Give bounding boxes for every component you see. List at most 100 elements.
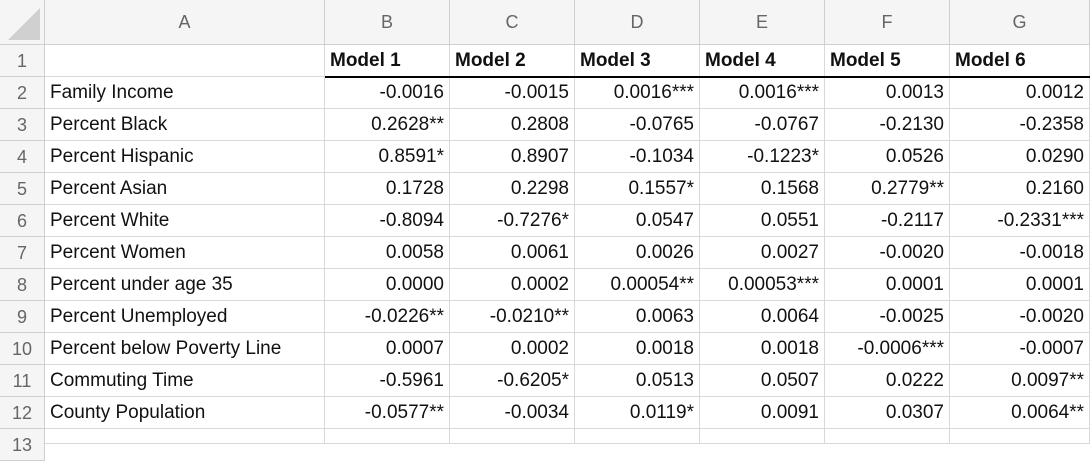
- value-cell[interactable]: 0.0091: [700, 397, 825, 429]
- row-label[interactable]: Percent Women: [45, 237, 325, 269]
- value-cell[interactable]: -0.2358: [950, 109, 1090, 141]
- row-label[interactable]: Percent under age 35: [45, 269, 325, 301]
- value-cell[interactable]: -0.0007: [950, 333, 1090, 365]
- value-cell[interactable]: 0.2298: [450, 173, 575, 205]
- column-header[interactable]: A: [45, 0, 325, 45]
- value-cell[interactable]: 0.00053***: [700, 269, 825, 301]
- row-header[interactable]: 13: [0, 429, 45, 461]
- value-cell[interactable]: 0.0027: [700, 237, 825, 269]
- column-header[interactable]: E: [700, 0, 825, 45]
- value-cell[interactable]: 0.0018: [575, 333, 700, 365]
- value-cell[interactable]: 0.0513: [575, 365, 700, 397]
- value-cell[interactable]: -0.5961: [325, 365, 450, 397]
- header-cell[interactable]: Model 3: [575, 45, 700, 77]
- row-header[interactable]: 8: [0, 269, 45, 301]
- value-cell[interactable]: 0.0001: [950, 269, 1090, 301]
- header-cell[interactable]: Model 4: [700, 45, 825, 77]
- value-cell[interactable]: -0.0020: [950, 301, 1090, 333]
- value-cell[interactable]: 0.8591*: [325, 141, 450, 173]
- row-label[interactable]: Percent White: [45, 205, 325, 237]
- row-label[interactable]: Percent Black: [45, 109, 325, 141]
- value-cell[interactable]: 0.8907: [450, 141, 575, 173]
- column-header[interactable]: F: [825, 0, 950, 45]
- row-header[interactable]: 5: [0, 173, 45, 205]
- value-cell[interactable]: 0.0119*: [575, 397, 700, 429]
- value-cell[interactable]: 0.0307: [825, 397, 950, 429]
- value-cell[interactable]: -0.0025: [825, 301, 950, 333]
- value-cell[interactable]: 0.0064**: [950, 397, 1090, 429]
- row-header[interactable]: 11: [0, 365, 45, 397]
- value-cell[interactable]: -0.0034: [450, 397, 575, 429]
- row-label[interactable]: County Population: [45, 397, 325, 429]
- row-label[interactable]: Percent Hispanic: [45, 141, 325, 173]
- value-cell[interactable]: 0.0507: [700, 365, 825, 397]
- value-cell[interactable]: -0.0765: [575, 109, 700, 141]
- row-header[interactable]: 6: [0, 205, 45, 237]
- value-cell[interactable]: -0.2331***: [950, 205, 1090, 237]
- value-cell[interactable]: -0.0767: [700, 109, 825, 141]
- row-label[interactable]: Family Income: [45, 77, 325, 109]
- row-header[interactable]: 3: [0, 109, 45, 141]
- column-header[interactable]: D: [575, 0, 700, 45]
- cell[interactable]: [325, 429, 450, 444]
- cell[interactable]: [950, 429, 1090, 444]
- value-cell[interactable]: -0.1034: [575, 141, 700, 173]
- value-cell[interactable]: 0.0551: [700, 205, 825, 237]
- value-cell[interactable]: 0.0063: [575, 301, 700, 333]
- value-cell[interactable]: -0.0210**: [450, 301, 575, 333]
- value-cell[interactable]: 0.0007: [325, 333, 450, 365]
- value-cell[interactable]: 0.0026: [575, 237, 700, 269]
- value-cell[interactable]: -0.7276*: [450, 205, 575, 237]
- row-label[interactable]: Percent below Poverty Line: [45, 333, 325, 365]
- value-cell[interactable]: -0.0006***: [825, 333, 950, 365]
- value-cell[interactable]: 0.0097**: [950, 365, 1090, 397]
- header-cell[interactable]: Model 1: [325, 45, 450, 77]
- value-cell[interactable]: 0.0290: [950, 141, 1090, 173]
- value-cell[interactable]: 0.2628**: [325, 109, 450, 141]
- value-cell[interactable]: -0.1223*: [700, 141, 825, 173]
- value-cell[interactable]: -0.0015: [450, 77, 575, 109]
- value-cell[interactable]: 0.0002: [450, 333, 575, 365]
- value-cell[interactable]: 0.0002: [450, 269, 575, 301]
- value-cell[interactable]: 0.2160: [950, 173, 1090, 205]
- value-cell[interactable]: 0.0058: [325, 237, 450, 269]
- cell[interactable]: [450, 429, 575, 444]
- row-header[interactable]: 12: [0, 397, 45, 429]
- column-header[interactable]: B: [325, 0, 450, 45]
- row-header[interactable]: 2: [0, 77, 45, 109]
- value-cell[interactable]: -0.0020: [825, 237, 950, 269]
- value-cell[interactable]: -0.8094: [325, 205, 450, 237]
- value-cell[interactable]: 0.2808: [450, 109, 575, 141]
- value-cell[interactable]: 0.1728: [325, 173, 450, 205]
- row-header[interactable]: 10: [0, 333, 45, 365]
- value-cell[interactable]: 0.1568: [700, 173, 825, 205]
- value-cell[interactable]: -0.2130: [825, 109, 950, 141]
- value-cell[interactable]: -0.0226**: [325, 301, 450, 333]
- value-cell[interactable]: 0.0001: [825, 269, 950, 301]
- cell[interactable]: [45, 45, 325, 77]
- row-label[interactable]: Percent Asian: [45, 173, 325, 205]
- column-header[interactable]: C: [450, 0, 575, 45]
- value-cell[interactable]: 0.2779**: [825, 173, 950, 205]
- header-cell[interactable]: Model 6: [950, 45, 1090, 77]
- value-cell[interactable]: 0.0018: [700, 333, 825, 365]
- value-cell[interactable]: -0.0016: [325, 77, 450, 109]
- select-all-corner[interactable]: [0, 0, 45, 45]
- value-cell[interactable]: 0.0222: [825, 365, 950, 397]
- value-cell[interactable]: -0.0018: [950, 237, 1090, 269]
- value-cell[interactable]: -0.6205*: [450, 365, 575, 397]
- row-label[interactable]: Commuting Time: [45, 365, 325, 397]
- header-cell[interactable]: Model 2: [450, 45, 575, 77]
- row-label[interactable]: Percent Unemployed: [45, 301, 325, 333]
- value-cell[interactable]: 0.0547: [575, 205, 700, 237]
- value-cell[interactable]: 0.0064: [700, 301, 825, 333]
- value-cell[interactable]: 0.0013: [825, 77, 950, 109]
- header-cell[interactable]: Model 5: [825, 45, 950, 77]
- cell[interactable]: [45, 429, 325, 444]
- row-header[interactable]: 9: [0, 301, 45, 333]
- value-cell[interactable]: 0.00054**: [575, 269, 700, 301]
- value-cell[interactable]: 0.0526: [825, 141, 950, 173]
- row-header[interactable]: 7: [0, 237, 45, 269]
- row-header[interactable]: 1: [0, 45, 45, 77]
- value-cell[interactable]: 0.0000: [325, 269, 450, 301]
